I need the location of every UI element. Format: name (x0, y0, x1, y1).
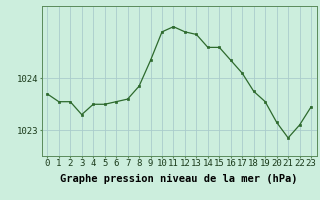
X-axis label: Graphe pression niveau de la mer (hPa): Graphe pression niveau de la mer (hPa) (60, 174, 298, 184)
